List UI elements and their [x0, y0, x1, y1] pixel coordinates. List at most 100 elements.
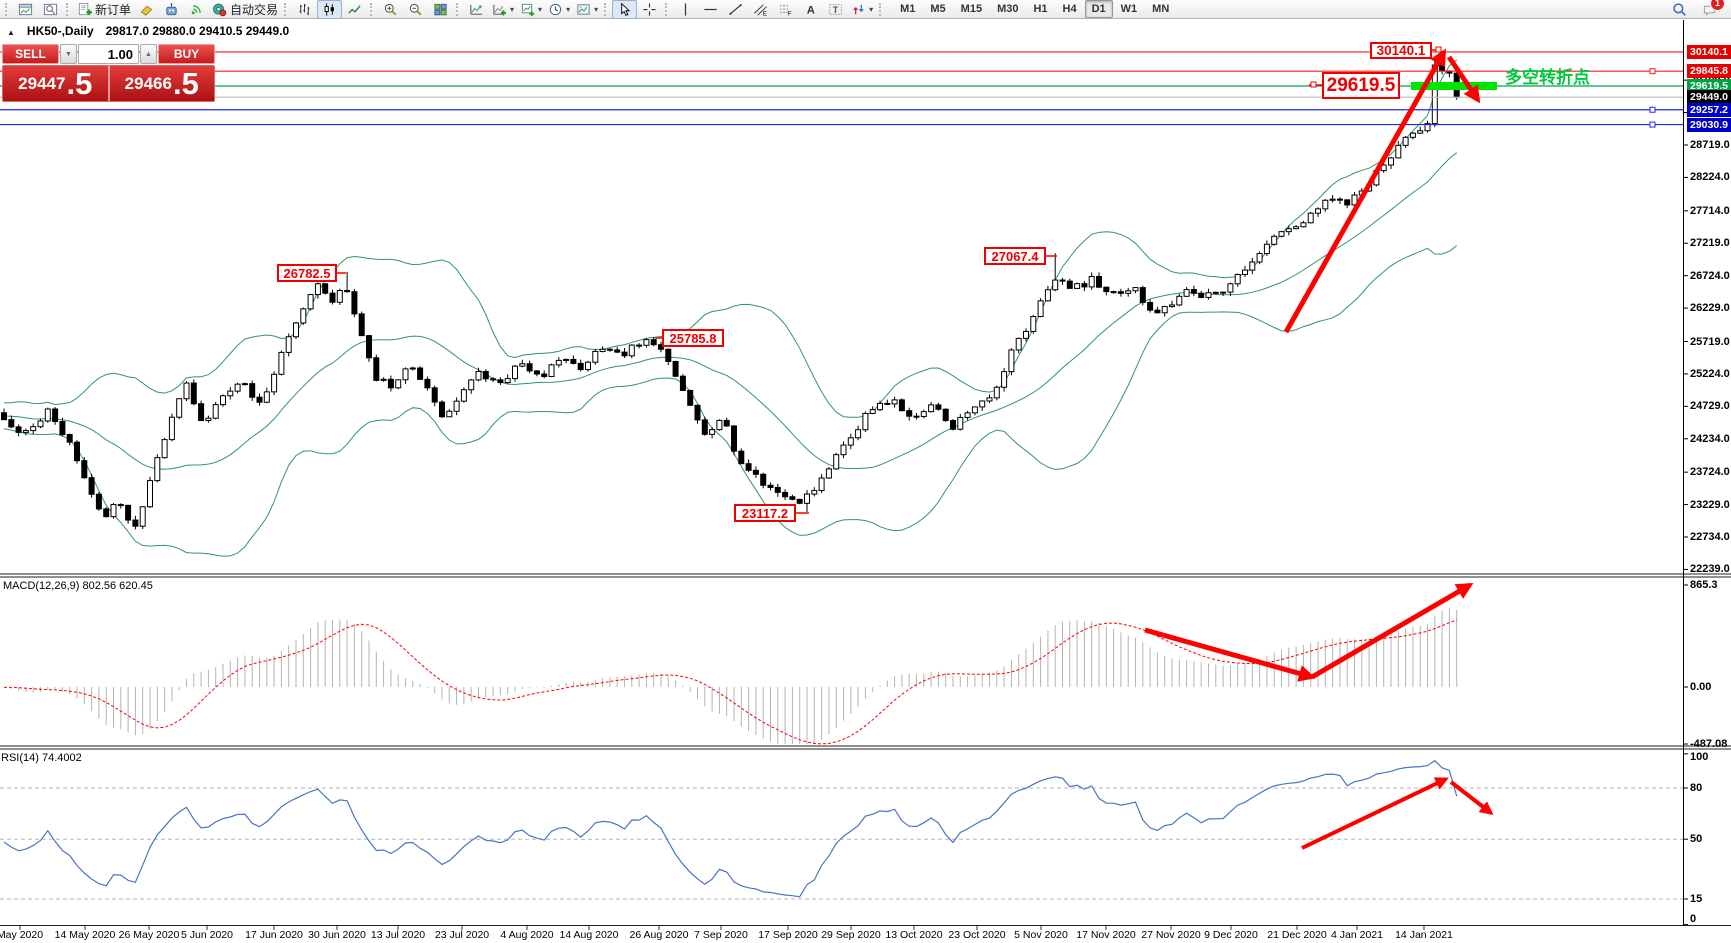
price-annotation-box[interactable]: 26782.5: [277, 264, 337, 282]
chevron-down-icon[interactable]: ▾: [510, 4, 515, 14]
add-indicator-icon[interactable]: ▾: [489, 0, 517, 19]
candle-body: [1147, 301, 1154, 311]
sell-button[interactable]: SELL: [2, 44, 59, 64]
candle-body: [1117, 291, 1124, 294]
tf-m15-button[interactable]: M15: [960, 3, 983, 15]
volume-input[interactable]: 1.00: [78, 44, 139, 64]
tf-m1-button[interactable]: M1: [900, 3, 916, 15]
buy-button[interactable]: BUY: [158, 44, 215, 64]
sell-price-button[interactable]: 29447 .5: [3, 66, 110, 101]
price-annotation-box[interactable]: 30140.1: [1370, 42, 1432, 59]
candle-body: [431, 387, 438, 403]
candle-body: [1402, 136, 1409, 146]
candle-body: [1176, 295, 1183, 306]
trend-arrow[interactable]: [1144, 627, 1316, 682]
price-tag: 29619.5: [1687, 79, 1731, 93]
tf-mn-button[interactable]: MN: [1152, 3, 1170, 15]
tf-m5-button[interactable]: M5: [930, 3, 946, 15]
data-window-icon[interactable]: [38, 0, 63, 19]
tf-m30-button[interactable]: M30: [997, 3, 1019, 15]
candle-body: [760, 473, 767, 486]
candle-body: [15, 426, 22, 433]
horizontal-line-icon[interactable]: [698, 0, 723, 19]
line-chart-icon[interactable]: [342, 0, 367, 19]
candle-body: [585, 361, 591, 371]
text-icon[interactable]: A: [798, 0, 823, 19]
chevron-down-icon[interactable]: ▾: [566, 4, 571, 14]
tf-h1-button[interactable]: H1: [1033, 3, 1048, 15]
crosshair-icon[interactable]: [637, 0, 662, 19]
axes-layer: [0, 20, 1731, 930]
volume-decrement-button[interactable]: ▼: [60, 44, 77, 64]
auto-trading-button[interactable]: 自动交易: [209, 0, 281, 19]
trend-arrow[interactable]: [1301, 777, 1449, 850]
date-axis-label: 26 Aug 2020: [629, 929, 689, 941]
annotation-handle[interactable]: [1310, 81, 1317, 88]
price-annotation-box[interactable]: 23117.2: [734, 504, 796, 522]
candle-body: [855, 429, 862, 439]
trend-arrow[interactable]: [1446, 55, 1481, 104]
candle-body: [183, 382, 190, 400]
volume-increment-button[interactable]: ▲: [140, 44, 157, 64]
eraser-icon[interactable]: [134, 0, 159, 19]
chevron-down-icon[interactable]: ▾: [869, 4, 874, 14]
candle-body: [614, 349, 621, 353]
bar-chart-icon[interactable]: [292, 0, 317, 19]
new-chart-icon[interactable]: ▾: [517, 0, 545, 19]
candlestick-chart-icon[interactable]: [317, 0, 343, 19]
tf-h4-button[interactable]: H4: [1062, 3, 1077, 15]
price-axis-label: 25224.0: [1690, 367, 1730, 380]
tile-windows-icon[interactable]: [428, 0, 453, 19]
expert-advisors-icon[interactable]: [159, 0, 184, 19]
candle-body: [344, 290, 351, 293]
line-handle[interactable]: [1649, 106, 1656, 113]
equidistant-channel-icon[interactable]: E: [748, 0, 773, 19]
indicators-icon[interactable]: [464, 0, 489, 19]
turning-point-text-label[interactable]: 多空转折点: [1505, 68, 1590, 87]
trend-arrow[interactable]: [1310, 582, 1474, 680]
candle-body: [628, 344, 635, 357]
tf-d1-button[interactable]: D1: [1084, 0, 1113, 18]
trend-arrow[interactable]: [1449, 780, 1494, 815]
candle-body: [993, 386, 1000, 399]
chart-window-icon[interactable]: [13, 0, 38, 19]
candle-body: [1263, 243, 1270, 255]
price-annotation-box[interactable]: 29619.5: [1322, 72, 1400, 99]
text-label-icon[interactable]: T: [823, 0, 848, 19]
chat-icon[interactable]: 1: [1702, 0, 1725, 17]
signals-icon[interactable]: [184, 0, 209, 19]
candle-body: [971, 406, 978, 414]
tf-w1-button[interactable]: W1: [1120, 3, 1138, 15]
search-icon[interactable]: [1672, 2, 1687, 17]
cursor-icon[interactable]: [612, 0, 638, 19]
line-handle[interactable]: [1649, 121, 1656, 128]
toolbar-group-separator: [604, 2, 608, 16]
trendline-icon[interactable]: [723, 0, 748, 19]
zoom-in-icon[interactable]: [378, 0, 403, 19]
vertical-line-icon[interactable]: [673, 0, 698, 19]
candle-body: [125, 504, 132, 521]
candle-body: [825, 468, 832, 479]
chart-area[interactable]: ▲ HK50-,Daily 29817.0 29880.0 29410.5 29…: [0, 19, 1731, 943]
buy-price-button[interactable]: 29466 .5: [110, 66, 215, 101]
line-handle[interactable]: [1649, 68, 1656, 75]
templates-icon[interactable]: ▾: [573, 0, 601, 19]
price-annotation-box[interactable]: 27067.4: [984, 247, 1046, 265]
annotation-handle[interactable]: [1435, 46, 1442, 53]
candle-body: [95, 493, 102, 510]
toolbar-group-separator: [665, 2, 669, 16]
chevron-down-icon[interactable]: ▾: [538, 4, 543, 14]
periods-icon[interactable]: ▾: [545, 0, 573, 19]
candle-body: [1015, 337, 1022, 351]
turning-point-highlight[interactable]: [1411, 82, 1497, 90]
fibonacci-icon[interactable]: F: [773, 0, 798, 19]
chevron-down-icon[interactable]: ▾: [594, 4, 599, 14]
arrows-icon[interactable]: ▾: [848, 0, 876, 19]
new-order-button[interactable]: 新订单: [74, 0, 134, 19]
candle-body: [570, 358, 577, 364]
candle-body: [387, 378, 394, 389]
candle-body: [373, 357, 380, 381]
zoom-out-icon[interactable]: [403, 0, 428, 19]
price-annotation-box[interactable]: 25785.8: [662, 329, 724, 347]
date-axis-label: 5 Nov 2020: [1014, 929, 1068, 941]
